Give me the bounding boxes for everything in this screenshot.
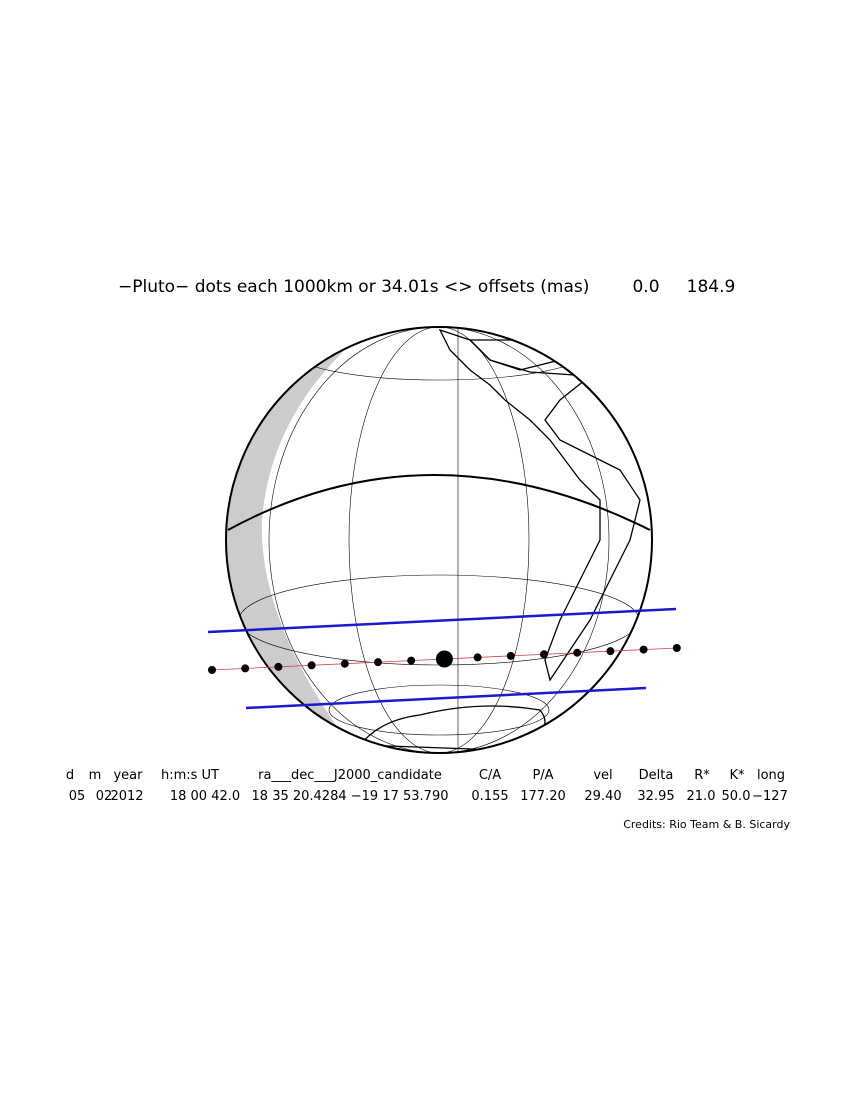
column-value: 177.20 bbox=[520, 789, 566, 804]
path-dot bbox=[208, 666, 216, 674]
path-dots bbox=[208, 644, 681, 674]
shadow-limit bbox=[207, 607, 677, 634]
column-value: 18 35 20.4284 −19 17 53.790 bbox=[252, 789, 449, 804]
offset-y: 184.9 bbox=[687, 277, 736, 297]
path-dot bbox=[672, 644, 681, 653]
column-header: h:m:s UT bbox=[161, 768, 219, 783]
column-header: year bbox=[113, 768, 143, 783]
column-value: 18 00 42.0 bbox=[170, 789, 240, 804]
credits: Credits: Rio Team & B. Sicardy bbox=[623, 818, 790, 831]
path-dot bbox=[374, 658, 382, 667]
column-value: 50.0 bbox=[722, 789, 751, 804]
column-value: −127 bbox=[752, 789, 788, 804]
column-value: 32.95 bbox=[637, 789, 674, 804]
globe-outline bbox=[225, 326, 653, 754]
column-header: m bbox=[89, 768, 102, 783]
path-dot bbox=[573, 648, 582, 657]
column-header: Delta bbox=[639, 768, 674, 783]
path-dot bbox=[407, 656, 416, 665]
path-dot bbox=[506, 651, 515, 660]
column-value: 05 bbox=[69, 789, 86, 804]
column-value: 2012 bbox=[110, 789, 143, 804]
table-header: d m year h:m:s UT ra___dec___J2000_candidate… bbox=[66, 768, 785, 783]
column-header: vel bbox=[593, 768, 612, 783]
column-header: P/A bbox=[532, 768, 553, 783]
path-dot bbox=[340, 659, 349, 668]
column-header: K* bbox=[729, 768, 745, 783]
closest-approach bbox=[435, 650, 453, 668]
column-header: d bbox=[66, 768, 74, 783]
shadow-limit bbox=[245, 686, 647, 710]
globe bbox=[226, 327, 652, 753]
column-header: ra___dec___J2000_candidate bbox=[258, 768, 442, 783]
path-dot bbox=[540, 650, 548, 659]
map-title: −Pluto− dots each 1000km or 34.01s <> of… bbox=[118, 277, 589, 297]
column-value: 29.40 bbox=[584, 789, 621, 804]
column-value: 0.155 bbox=[471, 789, 508, 804]
column-value: 21.0 bbox=[687, 789, 716, 804]
path-dot bbox=[307, 661, 316, 670]
column-header: R* bbox=[694, 768, 710, 783]
path-dot bbox=[473, 653, 482, 662]
column-value: 02 bbox=[96, 789, 113, 804]
column-header: long bbox=[757, 768, 785, 783]
path-dot bbox=[606, 647, 615, 656]
path-dot bbox=[241, 664, 250, 673]
column-header: C/A bbox=[479, 768, 501, 783]
offset-x: 0.0 bbox=[632, 277, 659, 297]
path-dot bbox=[639, 645, 648, 654]
path-dot bbox=[274, 662, 283, 671]
